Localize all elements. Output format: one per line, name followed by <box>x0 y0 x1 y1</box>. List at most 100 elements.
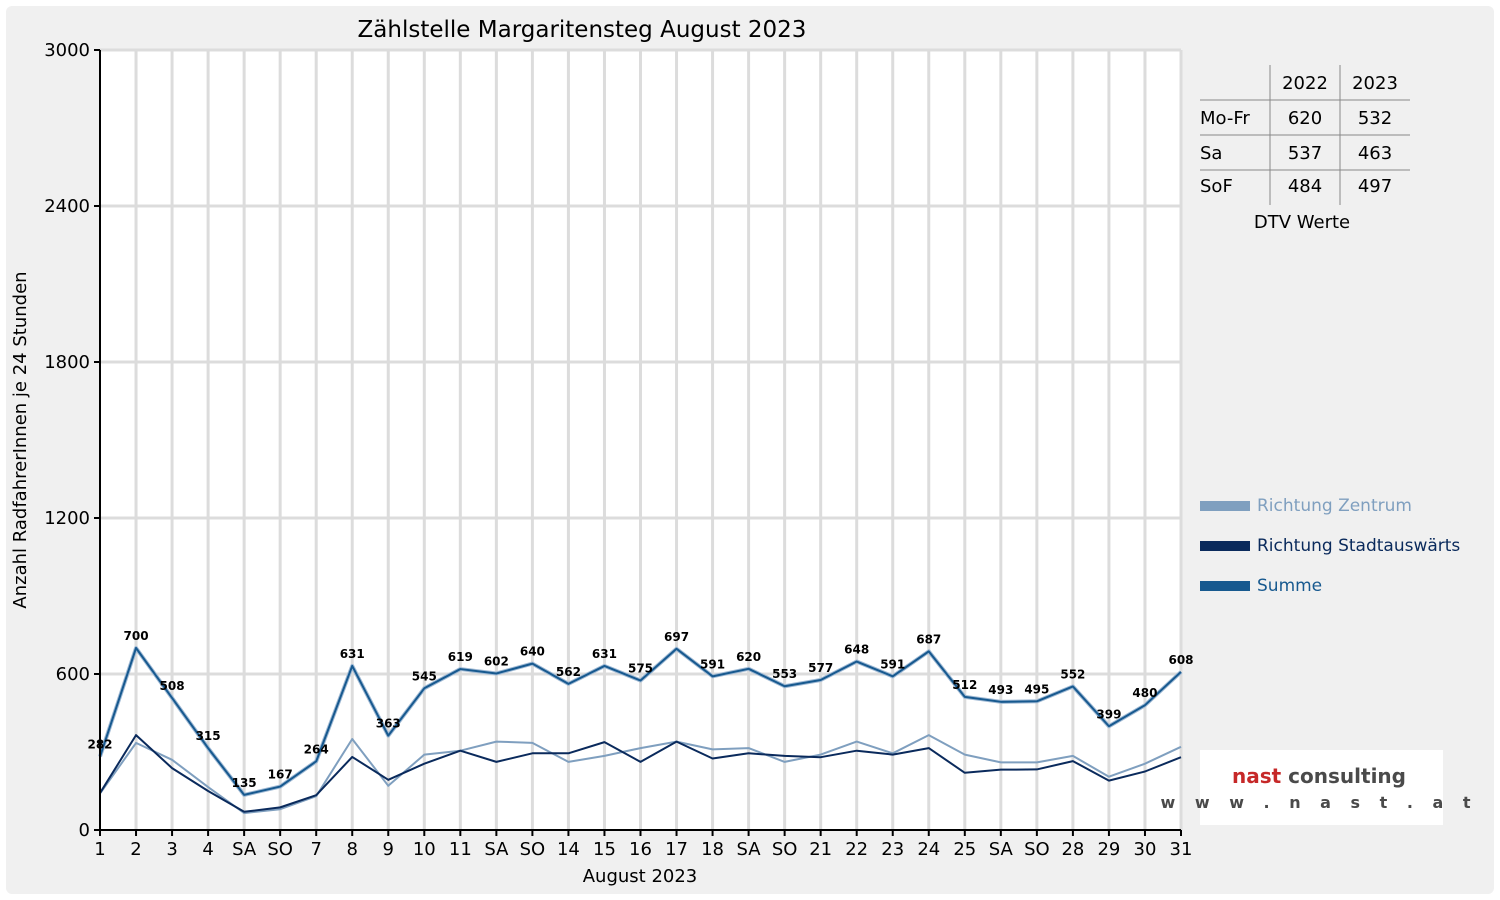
x-tick-labels: 1 2 3 4 SA SO 7 8 9 10 11 SA SO 14 15 16 17 18 SA SO 21 22 23 2… <box>94 839 1192 860</box>
legend-label-stadtauswaerts: Richtung Stadtauswärts <box>1257 536 1460 556</box>
data-label: 495 <box>1024 682 1049 696</box>
x-tick-label: SA <box>484 839 509 860</box>
logo-text: nast consulting <box>1232 764 1406 788</box>
data-label: 640 <box>520 645 545 659</box>
dtv-header-2022: 2022 <box>1282 73 1328 94</box>
grid <box>100 48 1183 830</box>
x-tick-label: 10 <box>413 839 436 860</box>
data-label: 552 <box>1060 667 1085 681</box>
y-tick-label: 2400 <box>44 196 90 217</box>
y-tick-label: 1200 <box>44 508 90 529</box>
y-tick-label: 1800 <box>44 352 90 373</box>
dtv-row-label: SoF <box>1200 176 1233 197</box>
data-label: 363 <box>376 717 401 731</box>
logo-box <box>1200 750 1443 825</box>
x-tick-label: 11 <box>449 839 472 860</box>
legend-label-summe: Summe <box>1257 576 1322 596</box>
data-label: 399 <box>1096 707 1121 721</box>
company-logo: nast consulting w w w . n a s t . a t <box>1160 750 1477 825</box>
x-tick-label: 30 <box>1134 839 1157 860</box>
x-tick-label: 22 <box>845 839 868 860</box>
data-label: 631 <box>592 647 617 661</box>
dtv-header-2023: 2023 <box>1352 73 1398 94</box>
axes <box>94 49 1182 836</box>
dtv-caption: DTV Werte <box>1254 212 1350 233</box>
data-label: 562 <box>556 665 581 679</box>
x-tick-label: 21 <box>809 839 832 860</box>
series-line-zentrum <box>99 734 1182 815</box>
data-label: 648 <box>844 643 869 657</box>
data-label: 700 <box>124 629 149 643</box>
dtv-cell: 497 <box>1358 176 1392 197</box>
series-lines <box>98 646 1183 815</box>
x-tick-label: 1 <box>94 839 105 860</box>
x-tick-label: SA <box>737 839 762 860</box>
x-tick-label: 9 <box>383 839 394 860</box>
x-tick-label: 31 <box>1170 839 1193 860</box>
x-tick-label: SO <box>772 839 798 860</box>
x-tick-label: 28 <box>1061 839 1084 860</box>
data-label: 264 <box>304 742 329 756</box>
data-labels: 282 700 508 315 135 167 264 631 363 545 619 602 640 5… <box>87 629 1193 790</box>
dtv-cell: 532 <box>1358 108 1392 129</box>
x-tick-label: 2 <box>130 839 141 860</box>
data-label: 620 <box>736 650 761 664</box>
x-tick-label: SO <box>267 839 293 860</box>
x-tick-label: SO <box>1024 839 1050 860</box>
x-tick-label: 15 <box>593 839 616 860</box>
x-tick-label: 24 <box>917 839 940 860</box>
legend-swatch-summe <box>1200 581 1250 591</box>
dtv-row-label: Mo-Fr <box>1200 108 1250 129</box>
x-tick-label: 7 <box>310 839 321 860</box>
data-label: 575 <box>628 662 653 676</box>
data-label: 493 <box>988 683 1013 697</box>
x-tick-label: SA <box>232 839 257 860</box>
y-tick-label: 0 <box>79 820 90 841</box>
x-tick-label: 3 <box>166 839 177 860</box>
data-label: 608 <box>1168 653 1193 667</box>
data-label: 480 <box>1132 686 1157 700</box>
y-tick-label: 3000 <box>44 40 90 61</box>
logo-url: w w w . n a s t . a t <box>1160 793 1477 812</box>
dtv-cell: 484 <box>1288 176 1322 197</box>
data-label: 577 <box>808 661 833 675</box>
x-tick-label: 16 <box>629 839 652 860</box>
dtv-cell: 537 <box>1288 143 1322 164</box>
x-tick-label: 29 <box>1097 839 1120 860</box>
x-tick-label: SO <box>520 839 546 860</box>
y-tick-labels: 0 600 1200 1800 2400 3000 <box>44 40 90 841</box>
data-label: 315 <box>196 729 221 743</box>
x-tick-label: 18 <box>701 839 724 860</box>
x-tick-label: 4 <box>202 839 213 860</box>
x-tick-label: 25 <box>953 839 976 860</box>
data-label: 591 <box>700 657 725 671</box>
data-label: 553 <box>772 667 797 681</box>
data-label: 282 <box>87 738 112 752</box>
data-label: 687 <box>916 632 941 646</box>
data-label: 619 <box>448 650 473 664</box>
dtv-cell: 463 <box>1358 143 1392 164</box>
chart-title: Zählstelle Margaritensteg August 2023 <box>358 17 807 43</box>
x-axis-label: August 2023 <box>583 866 698 887</box>
x-tick-label: 23 <box>881 839 904 860</box>
legend-swatch-zentrum <box>1200 501 1250 511</box>
data-label: 591 <box>880 657 905 671</box>
dtv-table: 2022 2023 Mo-Fr 620 532 Sa 537 463 SoF 4… <box>1200 65 1410 233</box>
x-tick-label: 14 <box>557 839 580 860</box>
legend: Richtung Zentrum Richtung Stadtauswärts … <box>1200 496 1460 596</box>
data-label: 697 <box>664 630 689 644</box>
legend-label-zentrum: Richtung Zentrum <box>1257 496 1412 516</box>
series-line-stadtauswaerts <box>99 734 1182 813</box>
dtv-cell: 620 <box>1288 108 1322 129</box>
x-tick-label: SA <box>989 839 1014 860</box>
series-line-summe <box>99 647 1182 796</box>
data-label: 545 <box>412 669 437 683</box>
y-axis-label: Anzahl RadfahrerInnen je 24 Stunden <box>10 271 31 608</box>
y-tick-label: 600 <box>56 664 90 685</box>
data-label: 631 <box>340 647 365 661</box>
data-label: 508 <box>160 679 185 693</box>
data-label: 167 <box>268 768 293 782</box>
x-tick-label: 8 <box>347 839 358 860</box>
data-label: 135 <box>232 776 257 790</box>
